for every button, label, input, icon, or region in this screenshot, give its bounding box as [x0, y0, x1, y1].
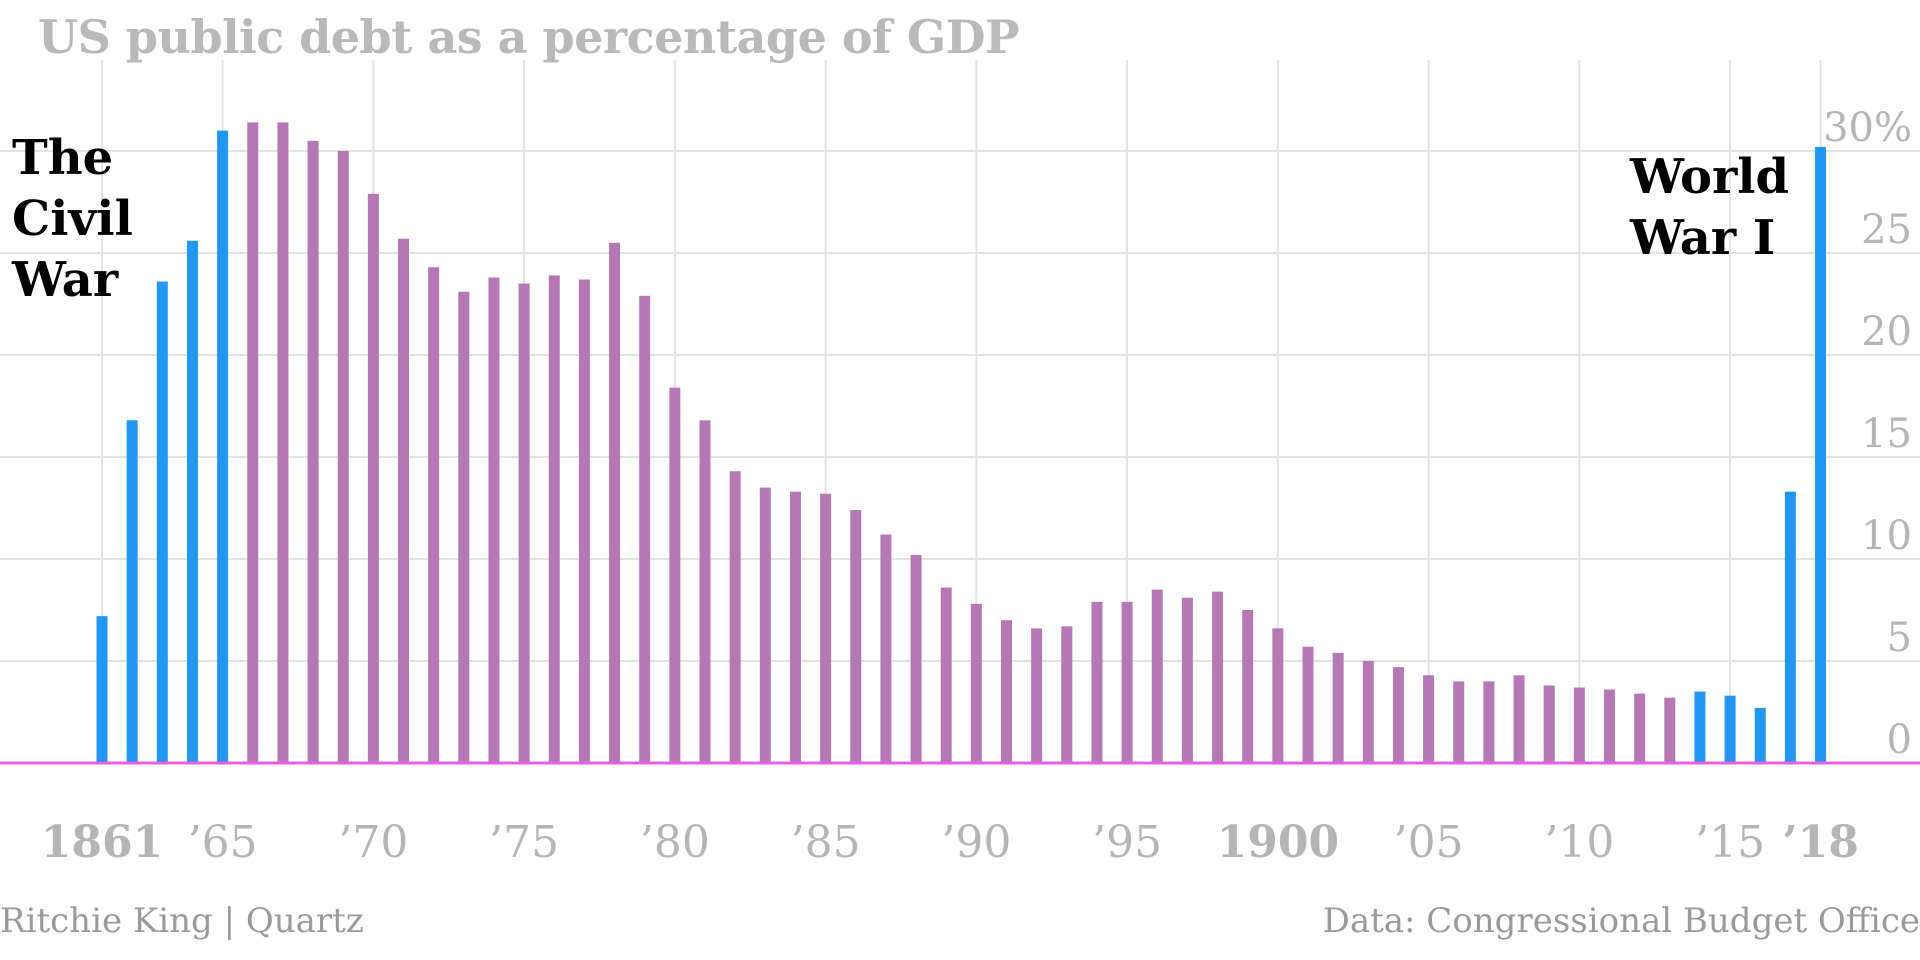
- bar-1871: [398, 238, 409, 764]
- bar-1901: [1302, 646, 1314, 763]
- bar-1893: [1061, 626, 1073, 763]
- bar-1903: [1362, 661, 1374, 763]
- annotation-line: War: [12, 252, 119, 308]
- bar-1892: [1031, 628, 1043, 763]
- annotation-line: War I: [1630, 210, 1776, 266]
- bars: [96, 122, 1827, 764]
- bar-1877: [578, 279, 590, 763]
- annotation-line: The: [12, 130, 114, 186]
- y-tick-label: 30%: [1823, 105, 1912, 151]
- annotation-line: World: [1630, 149, 1790, 205]
- x-tick-label: ’90: [941, 817, 1011, 868]
- bar-1916: [1754, 707, 1766, 763]
- bar-1883: [759, 487, 771, 763]
- bar-1910: [1573, 687, 1585, 763]
- bar-1898: [1212, 591, 1224, 763]
- x-tick-label: ’95: [1092, 817, 1162, 868]
- bar-1905: [1423, 675, 1435, 763]
- x-tick-label: ’85: [791, 817, 861, 868]
- bar-1891: [1001, 620, 1012, 763]
- x-tick-label: ’10: [1544, 817, 1614, 868]
- bar-1914: [1694, 691, 1706, 763]
- bar-1918: [1815, 146, 1827, 764]
- bar-1890: [970, 603, 982, 763]
- annotation-civil-war: The Civil War: [12, 128, 133, 311]
- bar-1906: [1453, 681, 1465, 763]
- bar-1895: [1121, 601, 1133, 763]
- bar-1878: [609, 242, 621, 764]
- x-tick-label: ’70: [338, 817, 408, 868]
- bar-1904: [1392, 667, 1404, 763]
- x-tick-label: ’05: [1394, 817, 1464, 868]
- y-tick-label: 20: [1861, 309, 1912, 355]
- x-tick-label: 1900: [1217, 817, 1339, 868]
- chart-source: Data: Congressional Budget Office: [1322, 901, 1920, 941]
- bar-1900: [1272, 628, 1284, 763]
- bar-1879: [639, 295, 651, 763]
- y-tick-label: 10: [1861, 513, 1912, 559]
- bar-1908: [1513, 675, 1525, 763]
- bar-1912: [1634, 693, 1646, 763]
- y-tick-label: 0: [1887, 717, 1912, 763]
- bar-1884: [789, 491, 801, 763]
- bar-1872: [428, 267, 440, 763]
- bar-1881: [699, 420, 711, 763]
- bar-1867: [277, 122, 289, 763]
- bar-1876: [548, 275, 560, 763]
- annotation-world-war-i: World War I: [1630, 147, 1789, 269]
- bar-1902: [1332, 652, 1344, 763]
- bar-1917: [1784, 491, 1796, 763]
- x-tick-label: ’15: [1695, 817, 1765, 868]
- x-tick-label: 1861: [41, 817, 163, 868]
- bar-1911: [1604, 689, 1615, 763]
- y-axis: 0 5 10 15 20 25 30%: [1823, 105, 1912, 763]
- x-tick-label: ’18: [1782, 817, 1859, 868]
- bar-1873: [458, 291, 470, 763]
- bar-1909: [1543, 685, 1555, 763]
- bar-1896: [1151, 589, 1163, 763]
- x-axis: 1861 ’65 ’70 ’75 ’80 ’85 ’90 ’95 1900 ’05 ’10 ’15 ’1…: [41, 817, 1859, 868]
- bar-1886: [850, 510, 862, 763]
- bar-1868: [307, 140, 319, 764]
- bar-1915: [1724, 695, 1736, 763]
- bar-1862: [126, 420, 138, 763]
- bar-1894: [1091, 601, 1103, 763]
- bar-1880: [669, 387, 681, 763]
- bar-1864: [186, 240, 198, 763]
- bar-1897: [1181, 597, 1193, 763]
- bar-1875: [518, 283, 530, 763]
- bar-1870: [367, 193, 379, 764]
- bar-1888: [910, 554, 922, 763]
- bar-1863: [156, 281, 168, 763]
- x-tick-label: ’80: [640, 817, 710, 868]
- bar-1869: [337, 151, 349, 763]
- y-tick-label: 5: [1887, 615, 1912, 661]
- bar-1889: [940, 587, 952, 763]
- y-tick-label: 25: [1861, 207, 1912, 253]
- bar-1913: [1664, 697, 1676, 763]
- x-tick-label: ’65: [188, 817, 258, 868]
- bar-1907: [1483, 681, 1495, 763]
- bar-1874: [488, 277, 500, 763]
- chart-credit: Ritchie King | Quartz: [0, 901, 364, 941]
- annotation-line: Civil: [12, 191, 133, 247]
- chart-title: US public debt as a percentage of GDP: [38, 10, 1020, 64]
- y-tick-label: 15: [1861, 411, 1912, 457]
- bar-1887: [880, 534, 892, 763]
- x-tick-label: ’75: [489, 817, 559, 868]
- bar-1885: [820, 493, 832, 763]
- bar-1861: [96, 616, 108, 763]
- bar-1882: [729, 471, 741, 763]
- bar-1866: [247, 122, 259, 763]
- bar-1865: [217, 130, 229, 764]
- bar-1899: [1242, 610, 1254, 763]
